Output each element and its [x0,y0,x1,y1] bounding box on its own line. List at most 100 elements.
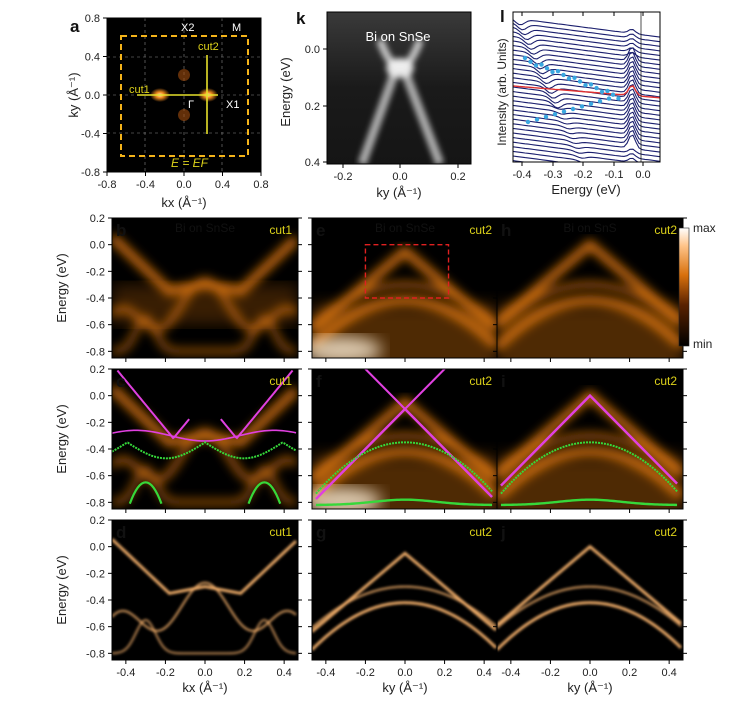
panel-l-x-axis-label: Energy (eV) [551,182,620,197]
panel-label-e: e [316,221,325,240]
peak-marker [528,59,533,64]
green-band-overlay [315,498,493,507]
cut-label: cut2 [654,223,677,237]
edc-highlight-curve [513,85,660,99]
peak-marker [597,99,603,104]
peak-marker [570,106,576,112]
edc-curve [513,95,660,116]
band-image [497,544,683,651]
panel-a-y-tick: 0.8 [85,13,100,25]
momentum-tick: 0.2 [622,667,637,679]
peak-marker [599,89,605,95]
panel-k-x-axis-label: ky (Å⁻¹) [376,185,421,200]
momentum-tick: -0.4 [116,667,135,679]
band-image [112,233,298,355]
panel-a-y-tick: -0.4 [81,129,100,141]
colorbar-max-label: max [693,221,716,235]
green-band-overlay [500,441,678,495]
peak-marker [522,55,528,61]
cut-label: cut1 [269,525,292,539]
panel-a-x-tick: 0.0 [176,179,191,191]
panel-a-y-tick: 0.4 [85,52,100,64]
panel-label-c: c [116,372,125,391]
panel-b: b cut1 Bi on SnSe 0.2 0.0 -0.2 -0.4 -0.6 -0.8 Ene… [54,213,302,362]
cut-label: cut2 [654,374,677,388]
energy-axis-label: Energy (eV) [54,253,69,322]
edc-curve [513,31,660,52]
energy-tick: 0.2 [90,213,105,225]
panel-background [312,520,498,660]
edc-curve [513,104,660,126]
band-image [312,245,498,358]
momentum-tick: 0.0 [582,667,597,679]
panel-k-y-tick: 0.4 [305,157,320,169]
panel-l-y-axis-label: Intensity (arb. Units) [495,38,509,145]
panel-k-x-tick: 0.0 [392,171,407,183]
cut2-label: cut2 [198,41,219,53]
peak-marker [525,119,531,125]
magenta-band-overlay [315,407,493,500]
momentum-tick: 0.0 [197,667,212,679]
momentum-tick: 0.2 [237,667,252,679]
cut-label: cut2 [469,223,492,237]
edc-curve [513,35,660,57]
energy-tick: -0.8 [86,497,105,509]
panel-l-x-ticks: -0.4 -0.3 -0.2 -0.1 0.0 [513,12,651,181]
cut1-label: cut1 [129,84,150,96]
edc-curve [513,63,660,84]
panel-label-f: f [316,372,322,391]
panel-label-j: j [500,523,506,542]
x-axis-label: kx (Å⁻¹) [182,680,227,695]
edc-curve [513,109,660,130]
energy-axis-label: Energy (eV) [54,404,69,473]
energy-tick: -0.4 [86,293,105,305]
edc-curve [513,45,660,66]
band-image [312,551,498,651]
panel-l-x-tick: 0.0 [635,169,650,181]
brillouin-zone-box [120,35,249,157]
x-axis-label: ky (Å⁻¹) [567,680,612,695]
panel-l-x-tick: -0.3 [544,169,563,181]
peak-marker [605,88,610,94]
energy-tick: 0.0 [90,240,105,252]
x2-point-label: X2 [181,22,194,34]
energy-tick: -0.6 [86,622,105,634]
magenta-band-overlay [364,369,446,411]
energy-tick: -0.8 [86,648,105,660]
panel-label-a: a [70,17,80,36]
panel-a-y-tick: -0.8 [81,167,100,179]
panel-k-y-axis-label: Energy (eV) [278,57,293,126]
panel-title-h: Bi on SnS [563,221,616,235]
momentum-tick: -0.2 [156,667,175,679]
panel-title-e: Bi on SnSe [375,221,435,235]
x1-point-label: X1 [226,99,239,111]
green-band-overlay [247,481,282,505]
edc-curves [513,12,660,162]
cut-label: cut2 [469,374,492,388]
edc-curve [513,22,660,43]
panel-d: d cut1 0.2 0.0 -0.2 -0.4 -0.6 -0.8 -0.4 -0.2 0.0 0.… [54,515,302,695]
peak-marker [534,117,540,122]
panel-a-x-tick: -0.8 [98,179,117,191]
edc-curve [513,58,660,80]
green-band-overlay [500,498,678,507]
panel-label-k: k [296,9,306,28]
band-image [112,538,298,655]
edc-curve [513,118,660,139]
panel-a-x-axis-label: kx (Å⁻¹) [161,195,206,210]
panel-k-background [327,12,471,164]
energy-tick: -0.2 [86,266,105,278]
panel-background [112,520,298,660]
panel-label-i: i [501,372,506,391]
edc-curve [513,137,660,158]
panel-h: h cut2 Bi on SnS [493,217,687,362]
edc-curve [513,127,660,149]
band-image [112,369,298,506]
edc-curve [513,132,660,153]
panel-a-x-tick: 0.4 [215,179,230,191]
band-image [497,389,683,509]
edc-curve [513,91,660,112]
peak-marker [561,109,567,114]
